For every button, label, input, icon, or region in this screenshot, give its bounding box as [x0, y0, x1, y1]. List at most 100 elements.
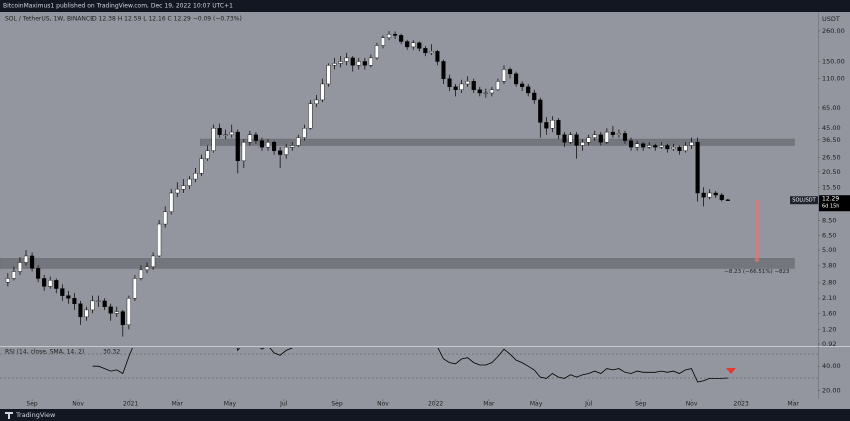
candle-body: [175, 188, 180, 194]
rsi-layer: [92, 348, 728, 383]
candle-body: [501, 69, 507, 82]
zone: [0, 258, 795, 269]
candle-body: [568, 134, 573, 143]
price-layer: [0, 30, 795, 337]
candle-body: [296, 137, 301, 146]
y-tick-label: 26.50: [822, 154, 841, 162]
candle-body: [332, 63, 337, 66]
y-tick-label: 260.00: [822, 27, 845, 35]
candle-body: [108, 306, 113, 314]
candle-body: [96, 300, 101, 302]
candle-body: [683, 145, 688, 151]
candle-body: [48, 280, 53, 287]
candle-body: [320, 83, 325, 101]
y-tick-label: 6.50: [822, 232, 836, 240]
y-tick-label: 1.20: [822, 325, 836, 333]
candle-body: [362, 61, 367, 66]
candle-body: [550, 120, 555, 129]
candle-body: [507, 69, 513, 75]
x-tick-label: Sep: [26, 401, 38, 408]
x-tick-label: Jul: [584, 401, 593, 408]
rsi-label: RSI (14, close, SMA, 14, 2): [5, 349, 84, 356]
x-tick-label: Sep: [331, 401, 343, 408]
candle-body: [441, 61, 446, 79]
x-tick-label: Jul: [279, 401, 288, 408]
candle-body: [713, 192, 718, 196]
measure-label: −8.23 (−66.51%) −823: [724, 269, 790, 275]
candle-body: [580, 141, 585, 146]
candle-body: [350, 57, 355, 66]
candle-body: [278, 150, 283, 155]
rsi-pane: [0, 347, 818, 399]
candle-body: [695, 141, 700, 194]
candle-body: [574, 134, 579, 146]
candle-body: [36, 268, 41, 279]
candle-body: [205, 150, 210, 159]
y-tick-label: 110.00: [822, 75, 845, 83]
candle-body: [314, 99, 319, 104]
candle-body: [380, 37, 386, 46]
candle-body: [114, 311, 119, 314]
candle-body: [526, 86, 531, 94]
candle-body: [199, 158, 204, 174]
rsi-tick-label: 20.00: [822, 387, 841, 395]
candle-body: [701, 192, 706, 198]
candle-body: [538, 99, 543, 123]
x-tick-label: Nov: [377, 401, 389, 408]
candle-body: [302, 128, 307, 138]
y-tick-label: 20.50: [822, 168, 841, 176]
candle-body: [610, 131, 615, 135]
candle-body: [374, 45, 380, 59]
candle-body: [138, 269, 144, 279]
candle-body: [253, 134, 259, 141]
x-tick-label: Sep: [635, 401, 647, 408]
y-tick-label: 15.50: [822, 183, 841, 191]
candle-body: [235, 131, 240, 162]
last-symbol-box: [790, 196, 818, 205]
candle-body: [417, 42, 422, 49]
measure-bar: [754, 200, 759, 262]
y-tick-label: 5.00: [822, 246, 836, 254]
candle-body: [157, 223, 162, 257]
x-tick-label: 2022: [428, 401, 443, 408]
candle-body: [163, 211, 168, 225]
y-tick-label: 0.92: [822, 340, 836, 348]
candle-body: [241, 141, 246, 162]
candle-body: [84, 309, 89, 318]
candle-body: [5, 278, 10, 283]
candle-body: [223, 134, 228, 136]
y-tick-label: 150.00: [822, 57, 845, 65]
x-tick-label: Nov: [72, 401, 84, 408]
symbol: SOL / TetherUS, 1W, BINANCE: [5, 16, 94, 23]
last-price: 12.29: [822, 196, 839, 203]
candle-body: [671, 146, 676, 150]
y-tick-label: 2.10: [822, 294, 836, 302]
candle-body: [54, 280, 59, 289]
candle-body: [707, 192, 712, 198]
candle-body: [126, 298, 131, 326]
candle-body: [435, 51, 440, 62]
candle-body: [495, 81, 501, 91]
candle-body: [42, 278, 47, 287]
candle-body: [272, 141, 277, 151]
candle-body: [653, 145, 658, 148]
candle-body: [66, 295, 71, 299]
candle-body: [102, 300, 107, 307]
rsi-line: [92, 348, 728, 383]
rsi-value: 30.32: [103, 349, 120, 356]
candle-body: [17, 262, 23, 272]
candle-body: [265, 141, 271, 148]
candle-body: [290, 145, 295, 148]
x-tick-label: Mar: [172, 401, 184, 408]
publisher: BitcoinMaximus1 published on TradingView…: [3, 3, 233, 10]
y-tick-label: 8.50: [822, 217, 836, 225]
candle-body: [356, 61, 361, 66]
candle-body: [562, 134, 567, 143]
candle-body: [181, 185, 186, 190]
candle-body: [616, 133, 622, 135]
candle-body: [641, 143, 646, 148]
candle-body: [544, 122, 549, 129]
candle-body: [514, 73, 519, 85]
